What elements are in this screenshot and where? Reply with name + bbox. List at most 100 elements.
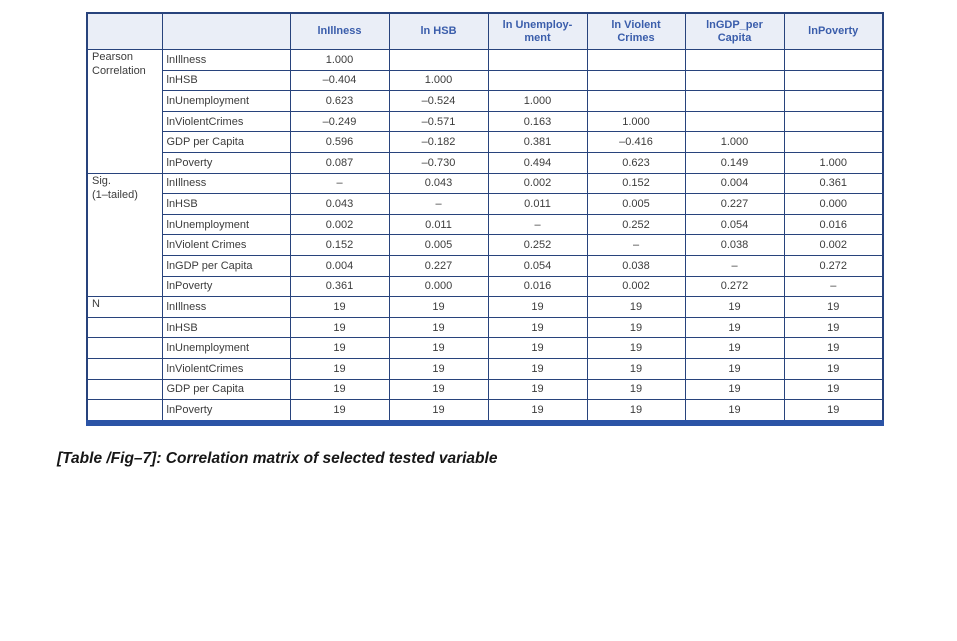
value-cell: 0.381	[487, 131, 588, 153]
value-cell	[487, 69, 588, 92]
value-cell: 1.000	[783, 151, 884, 174]
value-cell: 0.149	[684, 151, 785, 174]
table-row: GDP per Capita 0.596 –0.182 0.381 –0.416 1.00…	[87, 131, 884, 153]
value-cell: –0.730	[388, 151, 489, 174]
table-header: lnIllness ln HSB ln Unemploy- ment ln Viole…	[86, 12, 884, 50]
stub-cell: Pearson Correlation	[86, 49, 163, 174]
value-cell: 0.623	[586, 151, 686, 174]
header-row: lnIllness ln HSB ln Unemploy- ment ln Viole…	[86, 12, 884, 50]
row-label-cell: lnViolent Crimes	[161, 234, 291, 256]
value-cell	[684, 110, 785, 133]
row-label-cell: lnPoverty	[161, 151, 291, 174]
table-row: lnHSB 19 19 19 19 19 19	[86, 316, 884, 339]
value-cell: 0.152	[586, 172, 686, 195]
table-row: lnViolentCrimes –0.249 –0.571 0.163 1.000	[87, 110, 884, 133]
stub-cell	[86, 357, 163, 380]
value-cell: 19	[289, 357, 390, 380]
value-cell: 19	[783, 357, 884, 380]
value-cell: 19	[289, 337, 390, 359]
row-label-cell: lnViolentCrimes	[161, 110, 291, 133]
value-cell: 19	[289, 399, 390, 424]
table-row: lnUnemployment 0.002 0.011–0.252 0.054 0.016	[87, 213, 884, 236]
row-label-cell: lnUnemployment	[161, 213, 291, 236]
value-cell: 19	[487, 357, 588, 380]
value-cell: –	[289, 172, 390, 195]
value-cell: 1.000	[684, 131, 785, 153]
value-cell	[783, 110, 884, 133]
value-cell	[388, 49, 489, 71]
value-cell: 19	[289, 316, 390, 339]
value-cell: 19	[684, 399, 785, 424]
value-cell: 19	[586, 296, 686, 318]
value-cell: –0.524	[388, 90, 489, 112]
value-cell	[586, 69, 686, 92]
value-cell: 0.087	[289, 151, 390, 174]
row-label-cell: GDP per Capita	[161, 378, 291, 401]
column-header: ln HSB	[388, 12, 489, 50]
value-cell: 0.043	[388, 172, 489, 195]
column-header: lnGDP_per Capita	[684, 12, 785, 50]
value-cell: 0.004	[289, 254, 390, 277]
value-cell: 0.000	[388, 275, 489, 298]
table-row: lnHSB –0.404 1.000	[87, 69, 884, 92]
value-cell	[783, 131, 884, 153]
value-cell: 0.002	[289, 213, 390, 236]
stub-cell	[86, 399, 163, 424]
value-cell: 0.361	[783, 172, 884, 195]
value-cell: 19	[388, 296, 489, 318]
value-cell	[783, 69, 884, 92]
value-cell: 19	[586, 399, 686, 424]
value-cell	[586, 90, 686, 112]
value-cell: 19	[586, 378, 686, 401]
row-label-cell: lnViolentCrimes	[161, 357, 291, 380]
value-cell: 0.005	[586, 193, 686, 215]
value-cell	[783, 90, 884, 112]
row-label-cell: lnUnemployment	[161, 90, 291, 112]
row-label-cell: lnHSB	[161, 193, 291, 215]
value-cell: 0.272	[684, 275, 785, 298]
value-cell: 19	[388, 337, 489, 359]
empty-header-cell	[86, 12, 163, 50]
table-caption: [Table /Fig–7]: Correlation matrix of se…	[57, 450, 498, 467]
table-row: lnViolent Crimes 0.152 0.005 0.252–0.038 0.0…	[87, 234, 884, 256]
value-cell: –	[783, 275, 884, 298]
table-row: lnPoverty 19 19 19 19 19 19	[86, 399, 884, 424]
row-label-cell: lnPoverty	[161, 399, 291, 424]
value-cell: 0.016	[487, 275, 588, 298]
table-row: lnGDP per Capita 0.004 0.227 0.054 0.038–0.2…	[87, 254, 884, 277]
value-cell: 0.011	[487, 193, 588, 215]
value-cell: 0.038	[684, 234, 785, 256]
value-cell: 19	[684, 357, 785, 380]
value-cell: 19	[388, 357, 489, 380]
value-cell: 19	[783, 378, 884, 401]
value-cell: 19	[783, 337, 884, 359]
value-cell: 0.252	[487, 234, 588, 256]
value-cell: 0.054	[684, 213, 785, 236]
value-cell: 19	[684, 337, 785, 359]
value-cell: –0.404	[289, 69, 390, 92]
stub-cell	[86, 337, 163, 359]
value-cell: 0.227	[388, 254, 489, 277]
value-cell: 0.002	[783, 234, 884, 256]
table-row: lnPoverty 0.087 –0.730 0.494 0.623 0.149 1.000	[87, 151, 884, 174]
table-row: lnPoverty 0.361 0.000 0.016 0.002 0.272–	[87, 275, 884, 298]
value-cell: –0.182	[388, 131, 489, 153]
column-header: ln Unemploy- ment	[487, 12, 588, 50]
value-cell: 0.596	[289, 131, 390, 153]
row-label-cell: GDP per Capita	[161, 131, 291, 153]
value-cell: 0.043	[289, 193, 390, 215]
table-row: Pearson Correlation lnIllness 1.000	[86, 49, 884, 174]
value-cell: 19	[487, 316, 588, 339]
correlation-table: lnIllness ln HSB ln Unemploy- ment ln Viole…	[86, 12, 884, 426]
row-label-cell: lnIllness	[161, 296, 291, 318]
value-cell	[684, 49, 785, 71]
stub-cell	[86, 378, 163, 401]
value-cell: 19	[783, 316, 884, 339]
value-cell: 19	[487, 337, 588, 359]
value-cell: 1.000	[586, 110, 686, 133]
value-cell: –	[388, 193, 489, 215]
stub-cell: Sig. (1–tailed)	[86, 172, 163, 298]
value-cell: 0.152	[289, 234, 390, 256]
value-cell: 19	[487, 399, 588, 424]
